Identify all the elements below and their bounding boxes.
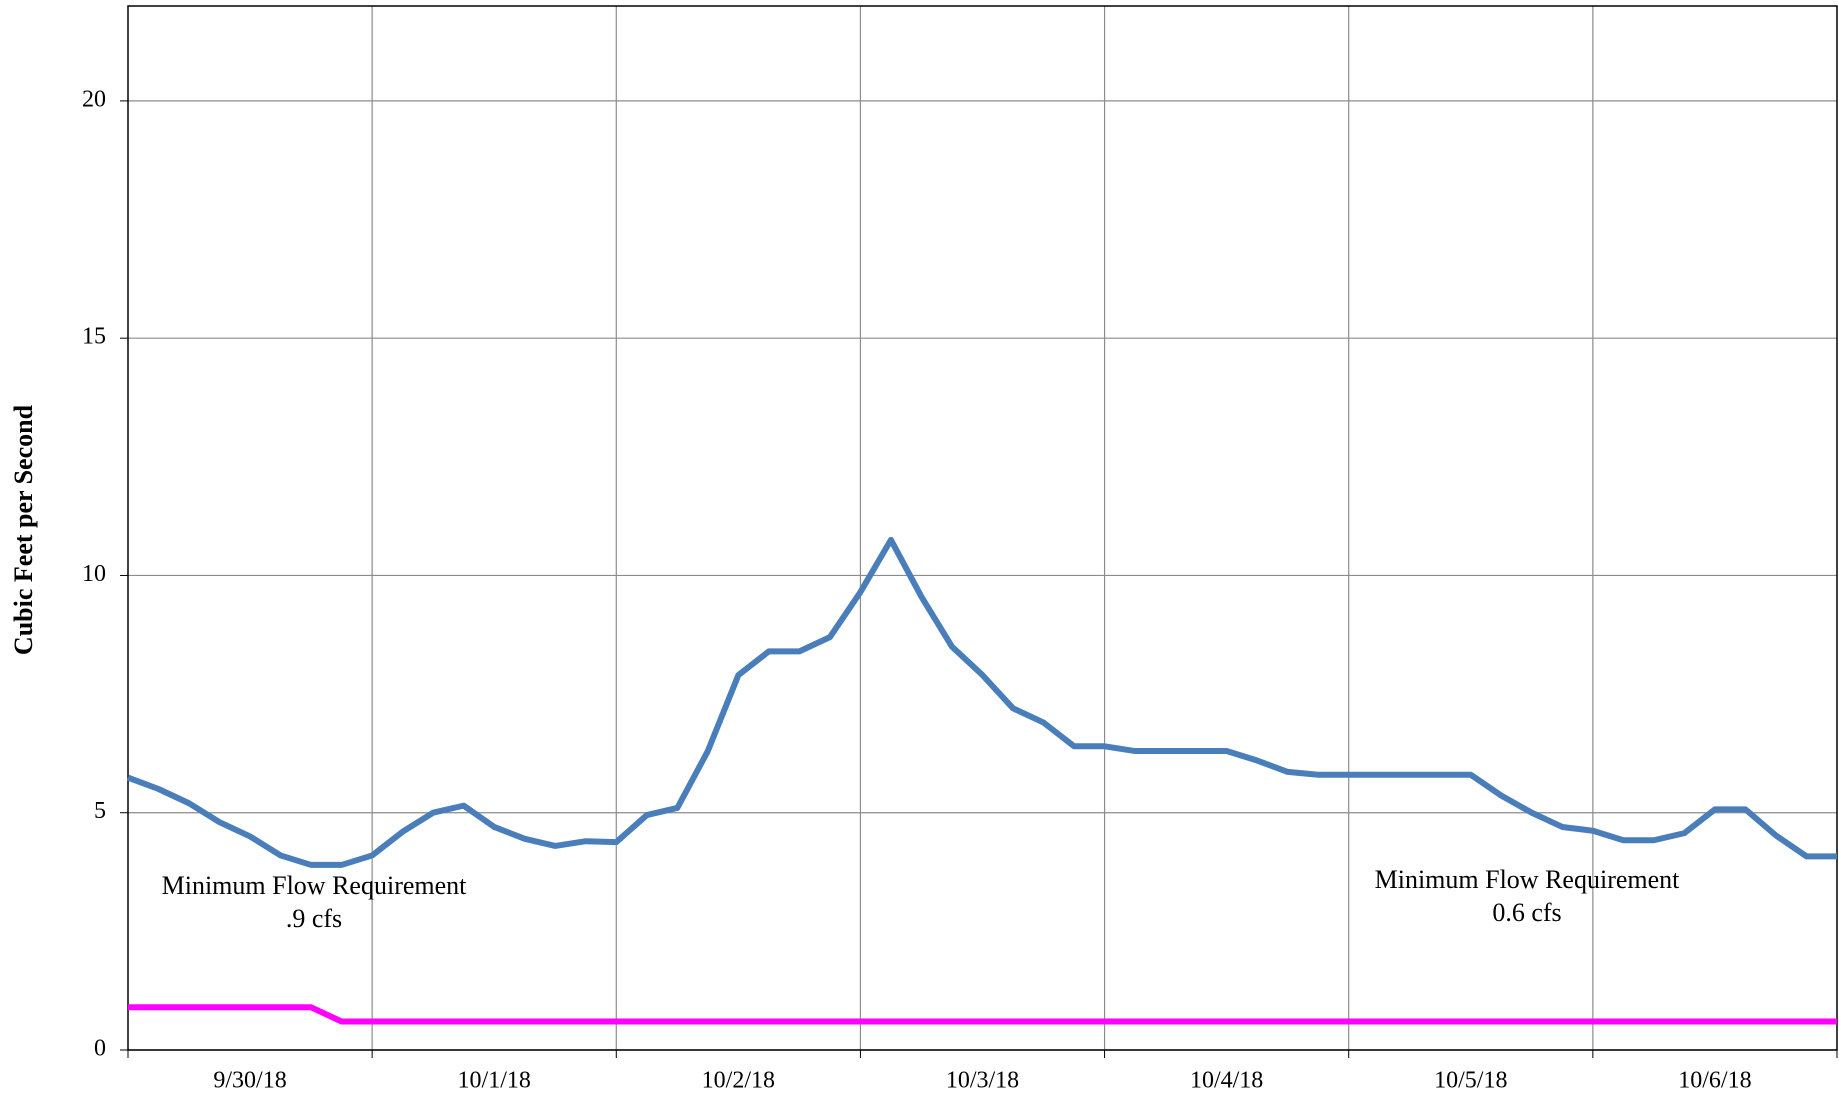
x-tick-label: 10/6/18 [1678,1068,1751,1094]
x-tick-label: 9/30/18 [213,1068,286,1094]
plot-frame [127,5,1838,1051]
series-line [126,536,1837,868]
annotation: .9 cfs [286,904,342,933]
x-tick-label: 10/5/18 [1434,1068,1507,1094]
x-tick-label: 10/3/18 [946,1068,1019,1094]
annotation: Minimum Flow Requirement [162,871,468,900]
series-line [128,1004,1837,1025]
y-tick-label: 10 [82,561,106,587]
x-tick-label: 10/2/18 [702,1068,775,1094]
y-tick-label: 5 [94,798,106,824]
y-tick-label: 20 [82,86,106,112]
annotation: 0.6 cfs [1492,898,1561,927]
annotation: Minimum Flow Requirement [1375,865,1681,894]
y-tick-label: 15 [82,324,106,350]
y-tick-label: 0 [94,1036,106,1062]
x-tick-label: 10/4/18 [1190,1068,1263,1094]
x-tick-label: 10/1/18 [458,1068,531,1094]
y-axis-label: Cubic Feet per Second [9,404,38,655]
